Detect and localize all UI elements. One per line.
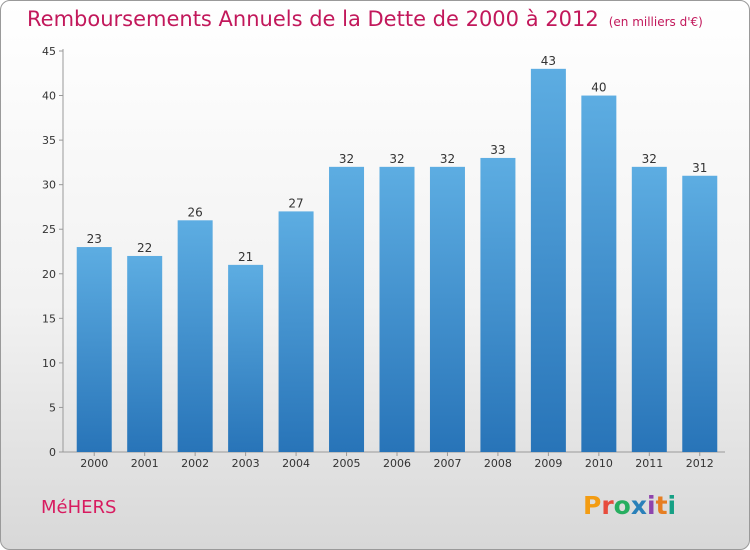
y-tick-label: 45 <box>42 45 56 58</box>
x-tick-label: 2008 <box>484 457 512 470</box>
logo-letter: P <box>583 491 602 520</box>
x-tick-label: 2005 <box>333 457 361 470</box>
data-label: 33 <box>490 143 505 157</box>
chart-title: Remboursements Annuels de la Dette de 20… <box>27 7 703 31</box>
x-tick-label: 2003 <box>232 457 260 470</box>
data-label: 32 <box>339 152 354 166</box>
data-label: 23 <box>87 232 102 246</box>
logo-letter: i <box>667 491 677 520</box>
y-tick-label: 15 <box>42 312 56 325</box>
title-text: Remboursements Annuels de la Dette de 20… <box>27 7 599 31</box>
town-name: MéHERS <box>41 497 117 518</box>
bar <box>581 95 617 453</box>
y-tick-label: 35 <box>42 134 56 147</box>
data-label: 27 <box>288 196 303 210</box>
logo-letter: x <box>630 491 647 520</box>
x-tick-label: 2010 <box>585 457 613 470</box>
logo-letter: o <box>613 491 631 520</box>
x-tick-label: 2009 <box>534 457 562 470</box>
bar <box>228 264 264 452</box>
data-label: 31 <box>692 161 707 175</box>
logo-letter: i <box>647 491 656 520</box>
y-tick-label: 40 <box>42 90 56 103</box>
y-tick-label: 0 <box>49 446 56 459</box>
y-tick-label: 30 <box>42 179 56 192</box>
y-tick-label: 25 <box>42 223 56 236</box>
bar <box>530 68 566 453</box>
logo-letter: t <box>655 491 668 520</box>
bar <box>329 166 365 452</box>
data-label: 32 <box>440 152 455 166</box>
proxiti-logo[interactable]: Proxiti <box>583 491 676 520</box>
data-label: 21 <box>238 250 253 264</box>
x-tick-label: 2012 <box>686 457 714 470</box>
x-tick-label: 2007 <box>433 457 461 470</box>
data-label: 32 <box>389 152 404 166</box>
bar <box>76 247 112 452</box>
bar <box>177 220 213 452</box>
x-tick-label: 2006 <box>383 457 411 470</box>
data-label: 26 <box>188 205 203 219</box>
bar <box>480 157 516 452</box>
data-label: 43 <box>541 54 556 68</box>
y-tick-label: 10 <box>42 357 56 370</box>
y-tick-label: 5 <box>49 401 56 414</box>
data-label: 40 <box>591 81 606 95</box>
x-tick-label: 2001 <box>131 457 159 470</box>
data-label: 22 <box>137 241 152 255</box>
data-label: 32 <box>642 152 657 166</box>
x-tick-label: 2000 <box>80 457 108 470</box>
x-tick-label: 2002 <box>181 457 209 470</box>
bar <box>278 211 314 452</box>
bar <box>429 166 465 452</box>
bar <box>631 166 667 452</box>
y-tick-label: 20 <box>42 268 56 281</box>
x-tick-label: 2011 <box>635 457 663 470</box>
logo-letter: r <box>601 491 614 520</box>
x-tick-label: 2004 <box>282 457 310 470</box>
bar <box>379 166 415 452</box>
unit-label: (en milliers d'€) <box>608 15 703 29</box>
bar <box>682 175 718 452</box>
bar <box>127 255 163 452</box>
